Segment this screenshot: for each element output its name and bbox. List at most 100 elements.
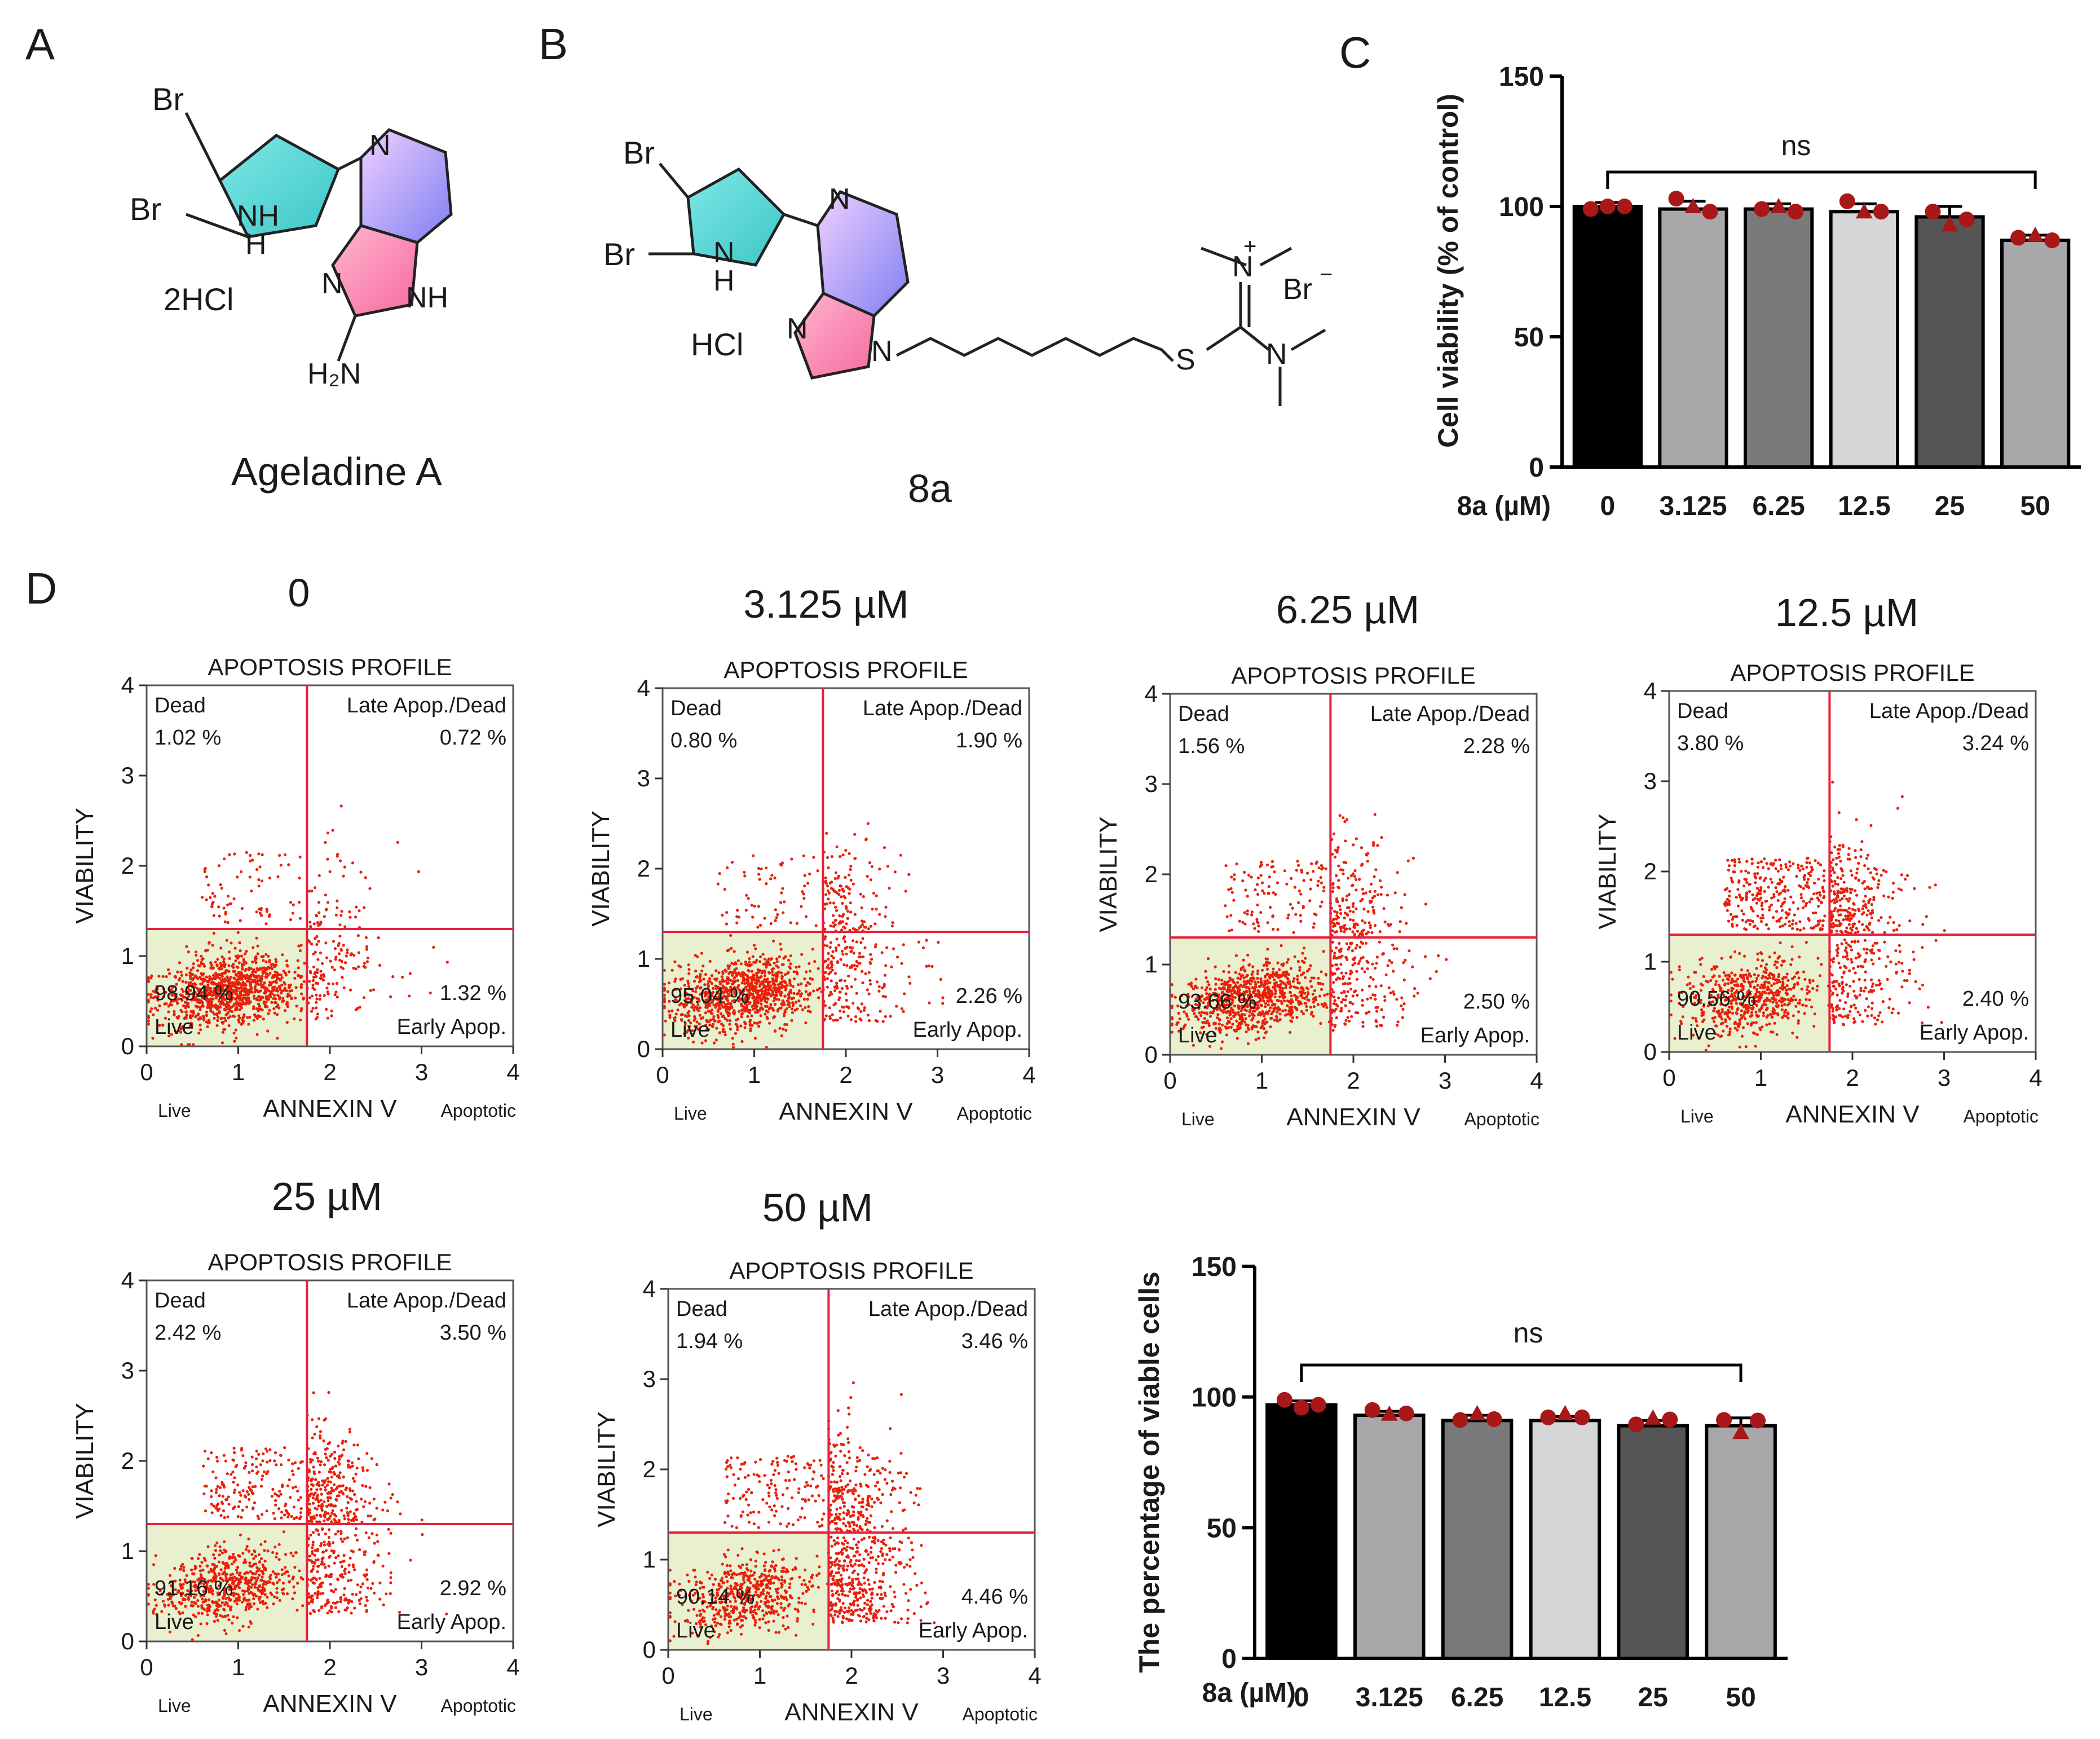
- event-dot: [200, 896, 204, 899]
- event-dot: [756, 926, 760, 929]
- event-dot: [196, 969, 200, 972]
- event-dot: [378, 963, 382, 967]
- event-dot: [1869, 978, 1873, 981]
- event-dot: [298, 901, 301, 904]
- event-dot: [1348, 977, 1351, 980]
- event-dot: [833, 989, 837, 992]
- event-dot: [1271, 1010, 1274, 1014]
- event-dot: [883, 983, 886, 986]
- event-dot: [1316, 1003, 1320, 1006]
- event-dot: [1780, 916, 1783, 919]
- event-dot: [1351, 1002, 1355, 1006]
- event-dot: [1366, 931, 1370, 934]
- event-dot: [1380, 1008, 1383, 1011]
- event-dot: [1239, 975, 1243, 978]
- event-dot: [288, 970, 291, 974]
- event-dot: [707, 980, 711, 983]
- event-dot: [740, 1040, 744, 1044]
- event-dot: [751, 915, 755, 919]
- event-dot: [738, 972, 742, 976]
- event-dot: [312, 965, 316, 968]
- event-dot: [255, 910, 258, 914]
- event-dot: [698, 1014, 702, 1017]
- event-dot: [268, 913, 271, 917]
- early-percentage: 1.32 %: [440, 981, 506, 1005]
- event-dot: [1195, 986, 1199, 989]
- event-dot: [1261, 968, 1264, 972]
- event-dot: [1808, 861, 1811, 865]
- event-dot: [839, 979, 842, 983]
- event-dot: [828, 882, 832, 885]
- event-dot: [1264, 1002, 1267, 1005]
- event-dot: [888, 887, 891, 890]
- event-dot: [1898, 950, 1902, 953]
- event-dot: [811, 978, 814, 981]
- event-dot: [1744, 1017, 1747, 1020]
- event-dot: [941, 1002, 945, 1005]
- event-dot: [276, 989, 279, 993]
- event-dot: [869, 924, 873, 928]
- event-dot: [366, 956, 370, 959]
- event-dot: [836, 960, 839, 963]
- event-dot: [1836, 993, 1839, 997]
- x-tick-label: 6.25: [1451, 1683, 1503, 1712]
- live-percentage: 93.66 %: [1178, 990, 1256, 1014]
- event-dot: [879, 1010, 882, 1013]
- event-dot: [1264, 1030, 1268, 1033]
- event-dot: [1345, 956, 1348, 959]
- y-tick-label: 2: [1145, 861, 1158, 887]
- event-dot: [1250, 978, 1253, 981]
- event-dot: [1361, 1003, 1364, 1007]
- event-dot: [1242, 985, 1245, 988]
- event-dot: [316, 921, 319, 924]
- event-dot: [1798, 920, 1802, 923]
- event-dot: [1170, 1005, 1173, 1008]
- event-dot: [315, 935, 319, 938]
- data-point: [1380, 1405, 1398, 1421]
- event-dot: [1320, 864, 1323, 868]
- event-dot: [198, 1016, 202, 1019]
- event-dot: [1797, 1022, 1800, 1025]
- event-dot: [222, 1020, 225, 1024]
- event-dot: [1392, 947, 1396, 950]
- event-dot: [867, 1019, 871, 1022]
- event-dot: [231, 1014, 235, 1018]
- event-dot: [663, 983, 666, 986]
- event-dot: [744, 909, 748, 912]
- event-dot: [864, 838, 868, 842]
- event-dot: [1805, 884, 1808, 888]
- event-dot: [1290, 1009, 1294, 1012]
- x-tick-label: 0: [140, 1059, 153, 1085]
- event-dot: [759, 955, 762, 958]
- y-tick-label: 0: [1145, 1041, 1158, 1068]
- event-dot: [1224, 1025, 1227, 1028]
- event-dot: [752, 978, 756, 981]
- data-point: [1732, 1424, 1750, 1439]
- event-dot: [337, 944, 340, 947]
- event-dot: [733, 971, 736, 974]
- event-dot: [1678, 968, 1681, 971]
- event-dot: [774, 919, 777, 922]
- event-dot: [1205, 976, 1208, 979]
- event-dot: [240, 978, 244, 981]
- event-dot: [1797, 976, 1801, 980]
- event-dot: [1366, 860, 1369, 863]
- event-dot: [1267, 885, 1270, 888]
- event-dot: [824, 879, 827, 883]
- x-axis-label: 8a (µM): [1202, 1678, 1296, 1708]
- event-dot: [714, 969, 718, 972]
- event-dot: [244, 960, 247, 963]
- event-dot: [859, 1010, 863, 1013]
- event-dot: [1341, 977, 1344, 980]
- event-dot: [299, 1009, 303, 1012]
- event-dot: [868, 979, 872, 982]
- event-dot: [1272, 927, 1275, 931]
- event-dot: [1869, 913, 1873, 916]
- event-dot: [1306, 871, 1309, 875]
- event-dot: [1298, 968, 1302, 972]
- event-dot: [1791, 922, 1794, 926]
- event-dot: [1250, 972, 1254, 976]
- event-dot: [664, 1019, 667, 1023]
- event-dot: [173, 1012, 176, 1016]
